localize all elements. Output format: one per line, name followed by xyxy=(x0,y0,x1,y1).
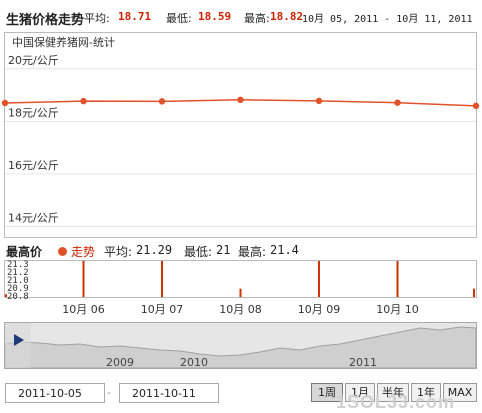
mini-y-tick-label: 21.0 xyxy=(7,276,29,286)
data-point[interactable] xyxy=(1,99,9,107)
high-price-bar xyxy=(318,261,320,297)
navigator-year-label: 2009 xyxy=(106,356,134,369)
high-price-header: 最高价 走势 平均: 21.29 最低: 21 最高: 21.4 xyxy=(0,241,482,259)
navigator-handle-icon[interactable] xyxy=(14,334,24,346)
high-price-bar xyxy=(5,294,7,297)
hi-max-label: 最高: xyxy=(238,245,267,259)
avg-label: 平均: xyxy=(84,12,110,25)
source-label: 中国保健养猪网-统计 xyxy=(12,35,115,49)
hi-min-label: 最低: xyxy=(184,245,213,259)
chart-header: 生猪价格走势 平均: 18.71 最低: 18.59 最高: 18.82 10月… xyxy=(0,0,482,30)
mini-y-tick-label: 20.8 xyxy=(7,292,29,302)
range-button-1m[interactable]: 1月 xyxy=(345,383,375,402)
date-range: 10月 05, 2011 - 10月 11, 2011 xyxy=(302,14,473,25)
navigator-selection[interactable] xyxy=(5,323,31,368)
high-price-bar xyxy=(396,261,399,297)
data-point[interactable] xyxy=(315,97,323,105)
y-tick-label: 14元/公斤 xyxy=(8,211,59,224)
data-point[interactable] xyxy=(80,97,87,105)
min-label: 最低: xyxy=(166,12,192,25)
data-point[interactable] xyxy=(158,98,166,105)
max-value: 18.82 xyxy=(270,10,304,23)
avg-value: 18.71 xyxy=(118,10,152,23)
high-price-title: 最高价 xyxy=(6,245,43,259)
hi-min-value: 21 xyxy=(216,243,231,257)
high-price-bar xyxy=(161,261,163,297)
x-tick-label: 10月 08 xyxy=(219,303,262,316)
range-button-max[interactable]: MAX xyxy=(443,383,477,402)
high-price-bar xyxy=(82,261,85,297)
end-date-input[interactable]: 2011-10-11 xyxy=(119,383,219,403)
high-price-bar xyxy=(473,288,475,297)
watermark-logo: 1SOL33.com xyxy=(336,392,456,412)
hi-max-value: 21.4 xyxy=(270,243,299,257)
mini-y-tick-label: 21.2 xyxy=(7,268,29,278)
hi-avg-label: 平均: xyxy=(104,245,133,259)
data-point[interactable] xyxy=(472,102,480,110)
plot-frame xyxy=(4,32,477,238)
price-line-chart: 中国保健养猪网-统计 20元/公斤 18元/公斤 16元/公斤 14元/公斤 xyxy=(1,32,480,238)
navigator-area xyxy=(4,326,477,369)
x-tick-label: 10月 06 xyxy=(62,303,105,316)
navigator-year-label: 2010 xyxy=(180,356,208,369)
x-tick-label: 10月 07 xyxy=(141,303,184,316)
y-tick-label: 20元/公斤 xyxy=(8,54,59,67)
data-point[interactable] xyxy=(237,96,244,104)
high-price-bar-chart: 21.321.221.020.920.8 10月 06 10月 07 10月 08 1… xyxy=(4,260,477,316)
y-tick-label: 18元/公斤 xyxy=(8,106,59,119)
range-button-6m[interactable]: 半年 xyxy=(377,383,409,402)
date-separator: - xyxy=(107,386,111,399)
legend-dot-icon xyxy=(58,247,67,256)
navigator-year-label: 2011 xyxy=(349,356,377,369)
legend-label: 走势 xyxy=(71,245,96,259)
range-button-1w[interactable]: 1周 xyxy=(311,383,343,402)
chart-title: 生猪价格走势 xyxy=(6,13,85,28)
max-label: 最高: xyxy=(244,12,270,25)
data-point[interactable] xyxy=(394,99,401,106)
high-price-bar xyxy=(239,288,242,297)
range-button-1y[interactable]: 1年 xyxy=(411,383,441,402)
range-navigator[interactable]: 2009 2010 2011 xyxy=(0,318,482,374)
start-date-input[interactable]: 2011-10-05 xyxy=(5,383,105,403)
mini-y-tick-label: 21.3 xyxy=(7,260,29,270)
y-tick-label: 16元/公斤 xyxy=(8,159,59,172)
x-tick-label: 10月 10 xyxy=(376,303,419,316)
hi-avg-value: 21.29 xyxy=(136,243,173,257)
min-value: 18.59 xyxy=(198,10,232,23)
mini-y-tick-label: 20.9 xyxy=(7,284,29,294)
x-tick-label: 10月 09 xyxy=(298,303,341,316)
